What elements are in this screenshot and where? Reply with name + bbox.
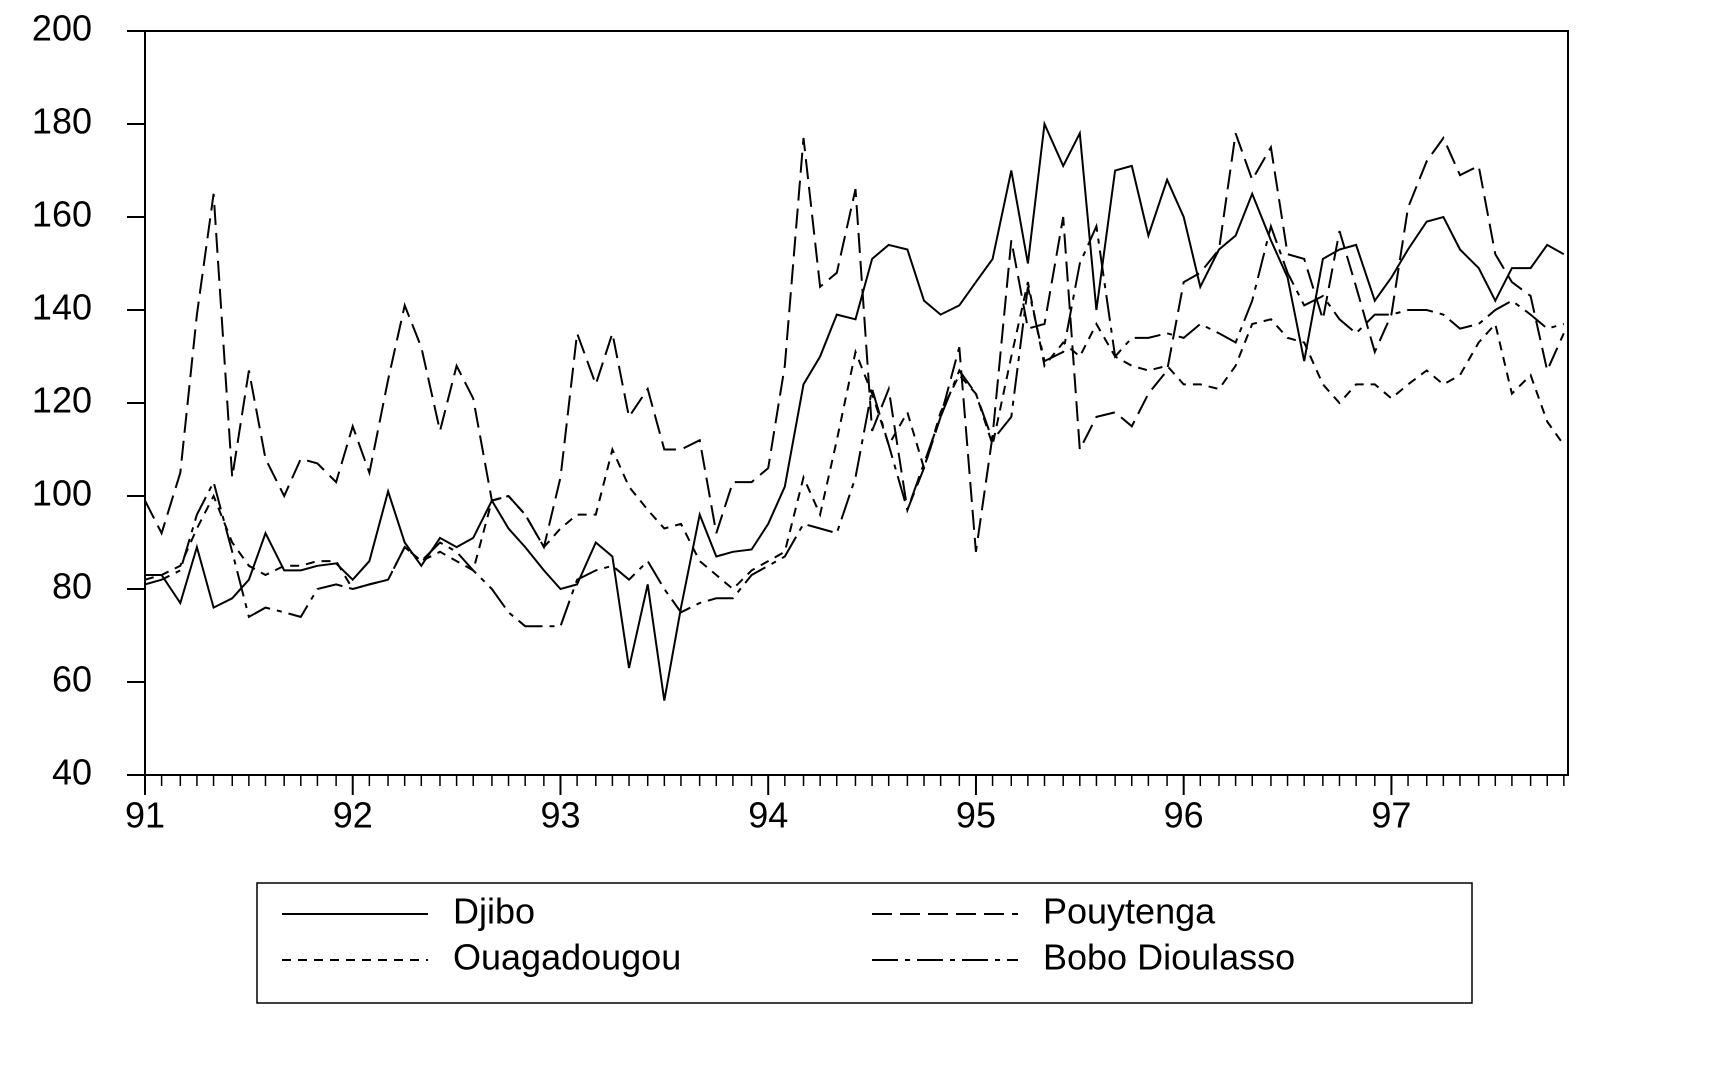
y-tick-label: 80 bbox=[52, 566, 92, 607]
y-tick-label: 180 bbox=[32, 101, 92, 142]
plot-area bbox=[145, 120, 1565, 701]
series-line bbox=[145, 132, 1565, 552]
legend-label: Ouagadougou bbox=[453, 937, 681, 978]
x-tick-label: 93 bbox=[540, 795, 580, 836]
y-tick-label: 40 bbox=[52, 752, 92, 793]
legend-box bbox=[256, 882, 1473, 1004]
y-tick-label: 200 bbox=[32, 8, 92, 49]
plot-frame bbox=[144, 30, 1569, 776]
x-tick-label: 95 bbox=[956, 795, 996, 836]
y-tick-label: 120 bbox=[32, 380, 92, 421]
x-tick-label: 94 bbox=[748, 795, 788, 836]
series-line bbox=[145, 281, 1565, 591]
y-tick-label: 60 bbox=[52, 659, 92, 700]
legend-label: Bobo Dioulasso bbox=[1043, 937, 1295, 978]
x-tick-label: 91 bbox=[125, 795, 165, 836]
legend-label: Pouytenga bbox=[1043, 891, 1216, 932]
y-tick-label: 140 bbox=[32, 287, 92, 328]
legend-label: Djibo bbox=[453, 891, 535, 932]
y-tick-label: 100 bbox=[32, 473, 92, 514]
x-tick-label: 96 bbox=[1164, 795, 1204, 836]
series-line bbox=[145, 222, 1565, 628]
x-tick-label: 97 bbox=[1371, 795, 1411, 836]
y-tick-label: 160 bbox=[32, 194, 92, 235]
x-tick-label: 92 bbox=[333, 795, 373, 836]
series-line bbox=[145, 120, 1565, 701]
